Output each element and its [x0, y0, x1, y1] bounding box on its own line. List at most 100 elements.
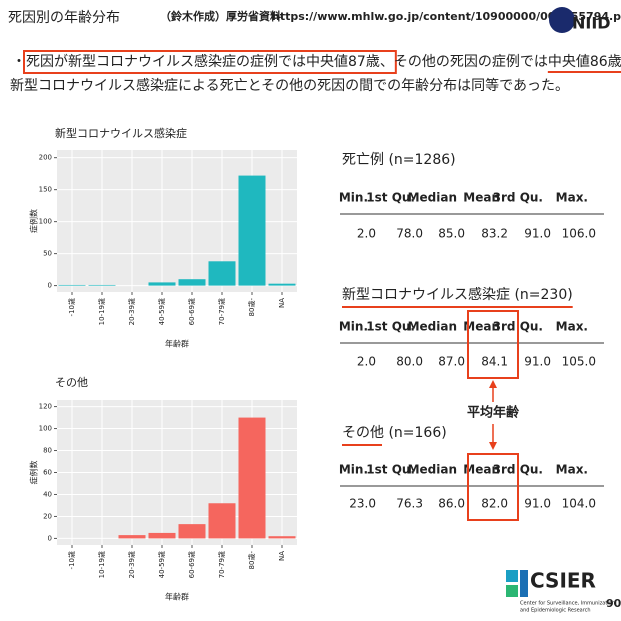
logo-mark [549, 7, 575, 33]
logo-block [506, 570, 518, 582]
bar [148, 532, 176, 539]
table-header: 1st Qu. [366, 463, 415, 477]
table-header: Min. [339, 463, 368, 477]
table-header: Median [408, 191, 457, 205]
table-cell: 106.0 [562, 227, 596, 241]
x-tick-label: 80歳- [247, 298, 256, 317]
table-cell: 91.0 [524, 227, 551, 241]
table-cell: 91.0 [524, 355, 551, 369]
table-cell: 82.0 [481, 497, 508, 511]
y-tick-label: 40 [43, 490, 52, 498]
x-tick-label: 40-59歳 [157, 298, 166, 325]
x-axis-label: 年齢群 [165, 592, 189, 602]
y-tick-label: 100 [39, 425, 52, 433]
y-tick-label: 0 [48, 534, 52, 542]
table-cell: 91.0 [524, 497, 551, 511]
table-cell: 2.0 [357, 355, 376, 369]
x-tick-label: 70-79歳 [217, 551, 226, 578]
summary-segment: 死因が新型コロナウイルス感染症の症例では中央値87歳、 [26, 53, 394, 70]
table-header: 1st Qu. [366, 191, 415, 205]
bar [208, 261, 236, 286]
summary-segment: その他の死因の症例では [394, 54, 548, 70]
y-tick-label: 50 [43, 250, 52, 258]
page-number: 90 [606, 597, 621, 610]
logo-text: NIID [572, 14, 611, 33]
table-cell: 83.2 [481, 227, 508, 241]
x-tick-label: 40-59歳 [157, 551, 166, 578]
footer-org: Center for Surveillance, Immunization, [520, 601, 617, 607]
y-tick-label: 0 [48, 282, 52, 290]
y-tick-label: 60 [43, 469, 52, 477]
highlight-box [23, 50, 397, 74]
table-header: Min. [339, 191, 368, 205]
y-tick-label: 120 [39, 403, 52, 411]
slide-title: 死因別の年齢分布 [8, 10, 120, 26]
arrow-head [489, 442, 497, 450]
bar [118, 535, 146, 539]
x-tick-label: 60-69歳 [187, 298, 196, 325]
y-tick-label: 80 [43, 447, 52, 455]
table-header: Mean [463, 191, 500, 205]
bar [268, 536, 296, 539]
highlight-box [467, 453, 519, 521]
bar [238, 417, 266, 539]
url: https://www.mhlw.go.jp/content/10900000/… [272, 10, 621, 23]
annotation: 平均年齢 [467, 405, 520, 421]
chart-title: 新型コロナウイルス感染症 [55, 126, 187, 140]
bar [148, 282, 176, 286]
table-header: 1st Qu. [366, 320, 415, 334]
table-title: 新型コロナウイルス感染症 (n=230) [342, 286, 573, 303]
table-header: Max. [556, 320, 588, 334]
summary-segment: 中央値86歳 [548, 54, 621, 70]
table-cell: 84.1 [481, 355, 508, 369]
x-tick-label: 80歳- [247, 551, 256, 570]
table-cell: 87.0 [438, 355, 465, 369]
bar [88, 284, 116, 286]
logo-block [520, 570, 528, 597]
x-tick-label: -10歳 [67, 298, 76, 316]
table-cell: 78.0 [396, 227, 423, 241]
table-cell: 2.0 [357, 227, 376, 241]
arrow-head [489, 380, 497, 388]
table-cell: 86.0 [438, 497, 465, 511]
footer-logo: CSIER [530, 569, 596, 593]
bar [178, 524, 206, 539]
table-cell: 85.0 [438, 227, 465, 241]
footer-org: and Epidemiologic Research [520, 608, 591, 614]
table-header: 3rd Qu. [493, 191, 543, 205]
table-cell: 23.0 [349, 497, 376, 511]
logo-block [506, 585, 518, 597]
summary-line: 新型コロナウイルス感染症による死亡とその他の死因の間での年齢分布は同等であった。 [10, 77, 569, 94]
x-tick-label: 10-19歳 [97, 298, 106, 325]
highlight-box [467, 310, 519, 379]
y-tick-label: 200 [39, 154, 52, 162]
source: （鈴木作成）厚労省資料 [160, 9, 281, 23]
bar [268, 283, 296, 286]
y-tick-label: 100 [39, 218, 52, 226]
bar [178, 279, 206, 286]
table-header: Median [408, 320, 457, 334]
table-header: Max. [556, 191, 588, 205]
x-tick-label: 20-39歳 [127, 298, 136, 325]
chart-title: その他 [55, 376, 88, 389]
x-tick-label: 60-69歳 [187, 551, 196, 578]
table-cell: 105.0 [562, 355, 596, 369]
y-tick-label: 150 [39, 186, 52, 194]
summary-segment: ・ [12, 54, 26, 70]
x-tick-label: 10-19歳 [97, 551, 106, 578]
table-header: Mean [463, 320, 500, 334]
table-header: Max. [556, 463, 588, 477]
x-axis-label: 年齢群 [165, 339, 189, 349]
y-axis-label: 症例数 [29, 461, 39, 485]
bar [58, 284, 86, 286]
table-title: 死亡例 (n=1286) [342, 152, 456, 168]
table-cell: 76.3 [396, 497, 423, 511]
bar [238, 175, 266, 286]
table-header: Mean [463, 463, 500, 477]
table-cell: 80.0 [396, 355, 423, 369]
x-tick-label: NA [278, 551, 286, 561]
table-header: Min. [339, 320, 368, 334]
y-axis-label: 症例数 [29, 209, 39, 233]
table-header: Median [408, 463, 457, 477]
